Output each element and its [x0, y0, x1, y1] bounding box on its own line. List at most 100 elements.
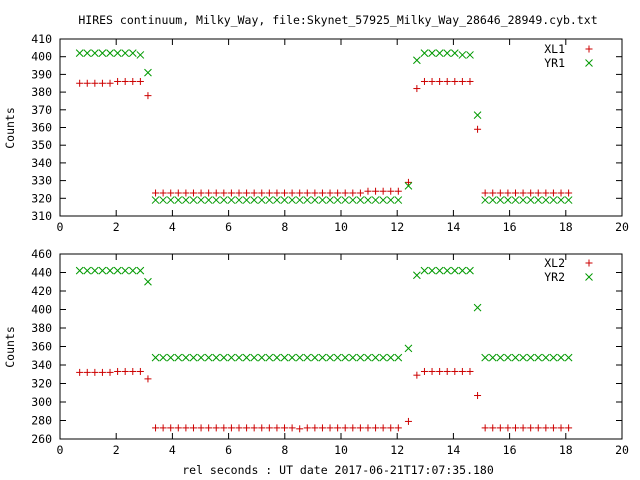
data-point-yr1 [189, 196, 198, 204]
data-point-yr2 [481, 353, 490, 362]
data-point-xl2 [296, 425, 304, 433]
data-point-xl1 [542, 189, 550, 197]
data-point-yr1 [371, 196, 380, 204]
data-point-yr2 [450, 266, 459, 275]
y-tick-label: 280 [31, 414, 52, 428]
data-point-xl1 [243, 189, 251, 197]
top-plot-frame [59, 38, 623, 217]
data-point-yr2 [212, 353, 221, 362]
data-point-xl1 [136, 77, 144, 85]
data-point-xl1 [557, 189, 565, 197]
data-point-yr2 [557, 353, 565, 362]
y-tick-label: 340 [31, 156, 52, 170]
x-tick-label: 8 [281, 220, 288, 234]
data-point-yr1 [466, 51, 474, 59]
data-point-xl2 [413, 371, 421, 379]
x-tick-label: 16 [503, 220, 517, 234]
data-point-xl2 [443, 367, 451, 375]
data-point-yr1 [473, 111, 482, 119]
data-point-xl1 [167, 189, 175, 197]
data-point-xl1 [474, 125, 482, 133]
data-point-yr2 [364, 353, 372, 362]
data-point-xl1 [273, 189, 281, 197]
x-tick-label: 8 [281, 443, 288, 457]
data-point-yr1 [280, 196, 289, 204]
data-point-xl1 [159, 189, 167, 197]
data-point-xl2 [387, 424, 395, 432]
data-point-yr1 [394, 196, 403, 204]
data-point-yr1 [443, 49, 452, 58]
data-point-xl2 [512, 424, 520, 432]
data-point-yr1 [121, 49, 130, 58]
legend-marker-xl1 [585, 45, 593, 53]
data-point-yr2 [404, 344, 413, 353]
data-point-yr2 [549, 353, 558, 362]
data-point-xl2 [436, 367, 444, 375]
data-point-xl1 [106, 79, 114, 87]
data-point-yr2 [420, 266, 429, 275]
data-point-yr1 [182, 196, 190, 204]
data-point-xl2 [489, 424, 497, 432]
data-point-xl1 [549, 189, 557, 197]
data-point-yr1 [75, 49, 84, 58]
data-point-yr1 [549, 196, 558, 204]
data-point-xl1 [121, 77, 129, 85]
data-point-yr2 [235, 353, 243, 362]
legend-marker-yr2 [585, 273, 593, 281]
data-point-yr1 [428, 49, 436, 58]
data-point-xl1 [212, 189, 220, 197]
y-tick-label: 330 [31, 174, 52, 188]
data-point-xl1 [220, 189, 228, 197]
data-point-yr1 [504, 196, 512, 204]
data-point-yr2 [151, 353, 160, 362]
legend-glyph-xl1 [585, 45, 593, 53]
data-point-xl2 [189, 424, 197, 432]
data-point-xl1 [379, 187, 387, 195]
data-point-yr1 [295, 196, 304, 204]
data-point-yr1 [288, 196, 296, 204]
data-point-yr1 [106, 49, 114, 58]
data-point-yr2 [511, 353, 520, 362]
data-point-xl1 [303, 189, 311, 197]
top-data-marks [75, 49, 573, 204]
data-point-xl2 [379, 424, 387, 432]
data-point-yr1 [242, 196, 251, 204]
data-point-yr1 [435, 49, 444, 58]
bottom-axes: 260 280 300 320 340 360 380 400 420 440 460 0 2 4 6 8 10… [31, 247, 629, 457]
data-point-xl2 [121, 367, 129, 375]
data-point-xl2 [481, 424, 489, 432]
x-tick-label: 0 [57, 443, 64, 457]
y-tick-label: 400 [31, 50, 52, 64]
data-point-yr1 [250, 196, 259, 204]
data-point-yr2 [273, 353, 281, 362]
data-point-yr1 [151, 196, 160, 204]
data-point-yr1 [481, 196, 490, 204]
y-tick-label: 320 [31, 377, 52, 391]
legend-label-yr2: YR2 [544, 270, 565, 284]
data-point-xl2 [311, 424, 319, 432]
x-axis-label: rel seconds : UT date 2017-06-21T17:07:3… [182, 463, 494, 477]
data-point-yr2 [219, 353, 228, 362]
data-point-yr2 [326, 353, 334, 362]
data-point-yr2 [379, 353, 388, 362]
data-point-yr2 [128, 266, 137, 275]
bottom-panel: Counts 260280300320340360380400420440460… [3, 247, 629, 457]
data-point-xl1 [152, 189, 160, 197]
y-tick-label: 380 [31, 321, 52, 335]
bottom-legend: XL2 YR2 [544, 256, 593, 284]
data-point-xl2 [235, 424, 243, 432]
data-point-xl1 [265, 189, 273, 197]
data-point-xl1 [519, 189, 527, 197]
data-point-yr2 [106, 266, 114, 275]
data-point-xl2 [76, 368, 84, 376]
data-point-xl2 [549, 424, 557, 432]
data-point-xl1 [197, 189, 205, 197]
x-tick-label: 14 [446, 220, 460, 234]
data-point-xl1 [189, 189, 197, 197]
data-point-xl1 [114, 77, 122, 85]
data-point-xl1 [174, 189, 182, 197]
data-point-yr2 [144, 277, 152, 286]
data-point-yr1 [257, 196, 266, 204]
x-tick-label: 4 [169, 443, 176, 457]
